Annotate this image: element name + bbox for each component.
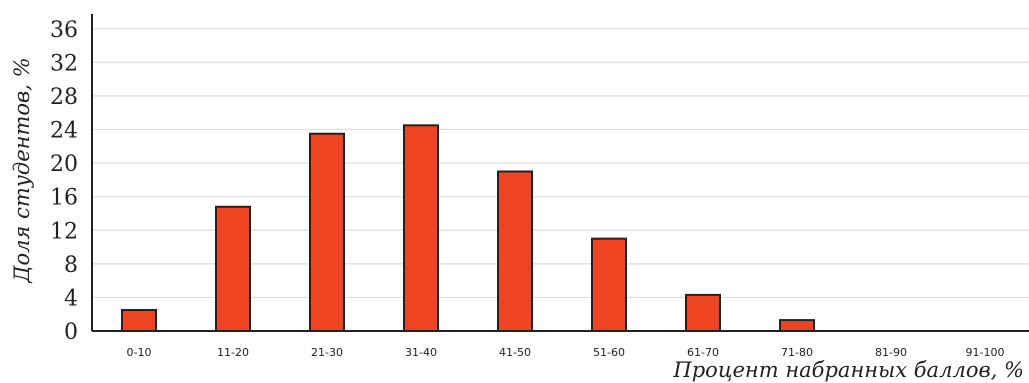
bar [497,170,533,332]
x-tick-label: 61-70 [687,346,719,359]
bar [685,293,721,332]
x-tick-label: 71-80 [781,346,813,359]
x-tick-label: 0-10 [127,346,152,359]
y-tick-label: 28 [50,85,78,110]
y-tick-label: 0 [64,320,78,345]
x-tick-label: 91-100 [966,346,1005,359]
y-tick-label: 12 [50,219,78,244]
x-axis-title: Процент набранных баллов, % [672,358,1024,382]
x-tick-label: 51-60 [593,346,625,359]
y-tick-label: 16 [50,186,78,211]
x-tick-labels: 0-10 11-20 21-30 31-40 41-50 51-60 61-70 71-80 8… [127,346,1005,359]
y-tick-label: 8 [64,253,78,278]
y-tick-labels: 0 4 8 12 16 20 24 28 32 36 [50,18,78,345]
y-tick-label: 36 [50,18,78,43]
x-tick-label: 41-50 [499,346,531,359]
bar [403,124,439,332]
y-tick-label: 32 [50,51,78,76]
bar [591,237,627,332]
y-tick-label: 24 [50,119,78,144]
bar [779,319,815,333]
x-tick-label: 31-40 [405,346,437,359]
y-tick-label: 4 [64,286,78,311]
x-tick-label: 11-20 [217,346,249,359]
x-tick-label: 81-90 [875,346,907,359]
x-tick-label: 21-30 [311,346,343,359]
bar [215,205,251,332]
bar [121,309,157,332]
y-axis-title: Доля студентов, % [10,57,34,283]
y-tick-label: 20 [50,152,78,177]
bars [121,124,815,333]
bar [309,132,345,332]
